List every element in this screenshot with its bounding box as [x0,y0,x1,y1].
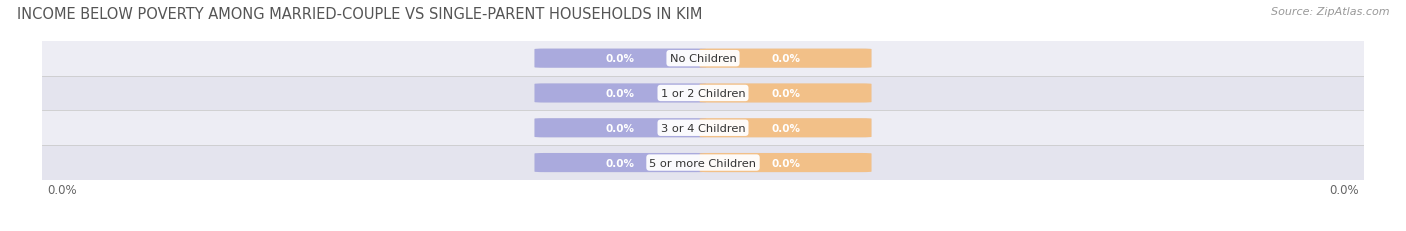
Text: 0.0%: 0.0% [606,54,636,64]
Text: 0.0%: 0.0% [606,158,636,168]
Text: 0.0%: 0.0% [770,88,800,99]
FancyBboxPatch shape [700,84,872,103]
FancyBboxPatch shape [700,49,872,68]
FancyBboxPatch shape [534,153,872,172]
FancyBboxPatch shape [534,84,872,103]
Text: 3 or 4 Children: 3 or 4 Children [661,123,745,133]
Bar [42,42,1364,76]
Text: 5 or more Children: 5 or more Children [650,158,756,168]
Text: 0.0%: 0.0% [770,54,800,64]
FancyBboxPatch shape [700,153,872,172]
Text: 0.0%: 0.0% [770,123,800,133]
FancyBboxPatch shape [534,119,872,138]
Text: 0.0%: 0.0% [606,88,636,99]
FancyBboxPatch shape [534,119,706,138]
FancyBboxPatch shape [534,84,706,103]
Text: 0.0%: 0.0% [606,123,636,133]
FancyBboxPatch shape [534,49,706,68]
FancyBboxPatch shape [700,119,872,138]
FancyBboxPatch shape [534,49,872,68]
Bar [42,76,1364,111]
Text: INCOME BELOW POVERTY AMONG MARRIED-COUPLE VS SINGLE-PARENT HOUSEHOLDS IN KIM: INCOME BELOW POVERTY AMONG MARRIED-COUPL… [17,7,702,22]
Bar [42,111,1364,146]
FancyBboxPatch shape [534,153,706,172]
Text: 1 or 2 Children: 1 or 2 Children [661,88,745,99]
Text: No Children: No Children [669,54,737,64]
Text: Source: ZipAtlas.com: Source: ZipAtlas.com [1271,7,1389,17]
Text: 0.0%: 0.0% [770,158,800,168]
Bar [42,146,1364,180]
